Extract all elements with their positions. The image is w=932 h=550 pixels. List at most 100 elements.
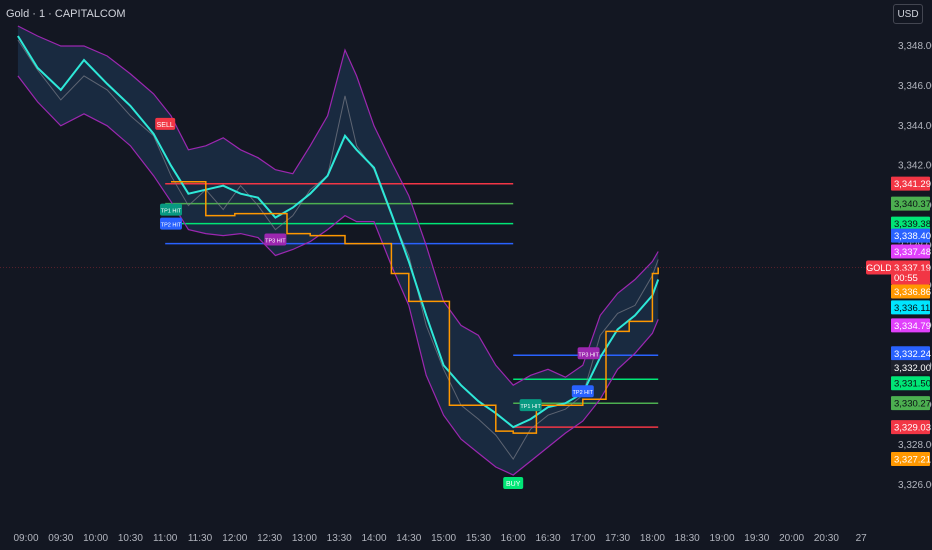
x-tick-label: 11:30 [188, 533, 213, 544]
price-labels: GOLD 3,341.29 3,340.37 3,339.383,338.40 3,33… [0, 176, 931, 467]
price-label-text: 3,327.21 [894, 455, 931, 466]
price-label-text: 3,341.29 [894, 179, 931, 190]
signal-label: TP3 HIT [578, 352, 599, 358]
price-label-text: 3,332.24 [894, 349, 931, 360]
x-tick-label: 10:30 [118, 533, 143, 544]
signal-sell: SELL [155, 117, 176, 130]
price-label-badge [891, 396, 930, 411]
x-tick-label: 20:00 [779, 533, 804, 544]
signal-tp3-hit: TP3 HIT [577, 347, 600, 360]
signal-badge [160, 203, 182, 216]
signal-label: BUY [506, 481, 521, 488]
x-tick-label: 16:00 [501, 533, 526, 544]
x-tick-label: 14:30 [396, 533, 421, 544]
signal-buy: BUY [503, 477, 524, 490]
symbol-tag-label: GOLD [866, 263, 892, 273]
price-label-badge [891, 244, 930, 259]
price-label-badge [891, 196, 930, 211]
y-tick-label: 3,328.00 [898, 440, 932, 451]
x-tick-label: 17:30 [605, 533, 630, 544]
x-tick-label: 16:30 [535, 533, 560, 544]
x-tick-label: 15:30 [466, 533, 491, 544]
lower-band-line [17, 75, 659, 476]
symbol-tag [866, 260, 892, 275]
price-label-badge [891, 376, 930, 391]
signal-tp1-hit: TP1 HIT [519, 399, 542, 412]
x-tick-label: 11:00 [153, 533, 178, 544]
signal-tp1-hit: TP1 HIT [160, 203, 182, 216]
x-tick-label: 18:30 [675, 533, 700, 544]
price-label-badge [891, 176, 930, 191]
y-tick-label: 3,326.00 [898, 480, 932, 491]
price-label-text: 3,331.50 [894, 379, 931, 390]
price-label-badge [891, 284, 930, 299]
x-tick-label: 15:00 [431, 533, 456, 544]
x-tick-label: 14:00 [361, 533, 386, 544]
signal-badge [571, 385, 594, 398]
band-fill [17, 26, 659, 475]
price-label-badge [891, 318, 930, 333]
signal-label: TP2 HIT [573, 390, 594, 396]
x-tick-label: 12:00 [222, 533, 247, 544]
signal-tp3-hit: TP3 HIT [264, 233, 287, 246]
bollinger-band-fill [17, 26, 659, 475]
price-label-text: 3,336.11 [894, 303, 930, 314]
price-label-text: 3,337.48 [894, 247, 931, 258]
signal-badge [264, 233, 287, 246]
y-tick-label: 3,342.00 [898, 161, 932, 172]
signal-label: TP1 HIT [161, 209, 182, 215]
price-label-badge [891, 270, 930, 285]
signal-badge [577, 347, 600, 360]
price-label-badge [891, 420, 930, 435]
x-tick-label: 09:00 [13, 533, 38, 544]
x-tick-label: 09:30 [48, 533, 73, 544]
price-label-badge [891, 300, 930, 315]
price-label-text: 00:55 [894, 273, 918, 284]
price-label-text: 3,338.40 [894, 231, 931, 242]
signal-label: SELL [157, 122, 174, 129]
signal-tp2-hit: TP2 HIT [160, 217, 182, 230]
signal-tp2-hit: TP2 HIT [571, 385, 594, 398]
price-label-text: 3,329.03 [894, 423, 931, 434]
x-tick-label: 13:30 [327, 533, 352, 544]
signal-label: TP2 HIT [161, 223, 182, 229]
x-tick-label: 19:30 [744, 533, 769, 544]
signal-badge [160, 217, 182, 230]
price-label-text: 3,336.86 [894, 287, 931, 298]
x-tick-label: 13:00 [292, 533, 317, 544]
x-axis[interactable]: 09:00 09:30 10:00 10:30 11:00 11:30 12:00 12:30… [13, 533, 867, 544]
price-label-badge [891, 360, 930, 375]
price-label-badge [891, 216, 930, 231]
price-label-text: 3,330.27 [894, 399, 931, 410]
y-tick-label: 3,346.00 [898, 81, 932, 92]
signal-badge [519, 399, 542, 412]
x-tick-label: 27 [856, 533, 868, 544]
x-tick-label: 19:00 [709, 533, 734, 544]
price-label-text: 3,340.37 [894, 199, 931, 210]
currency-button[interactable]: USD [893, 4, 923, 24]
price-label-badge [891, 346, 930, 361]
signal-badge [155, 117, 176, 130]
upper-band-line [17, 25, 659, 386]
x-tick-label: 10:00 [83, 533, 108, 544]
price-label-text: 3,337.19 [894, 263, 931, 274]
x-tick-label: 20:30 [814, 533, 839, 544]
y-tick-label: 3,344.00 [898, 121, 932, 132]
chart-title: Gold · 1 · CAPITALCOM [6, 8, 126, 20]
signal-markers: SELL TP1 HIT TP2 HIT TP3 HIT BUY TP1 HIT TP2 H… [155, 117, 600, 490]
x-tick-label: 17:00 [570, 533, 595, 544]
basis-line [17, 35, 660, 429]
price-label-text: 3,334.79 [894, 321, 931, 332]
price-label-text: 3,332.00 [894, 363, 931, 374]
signal-label: TP1 HIT [520, 404, 541, 410]
x-tick-label: 12:30 [257, 533, 282, 544]
indicator-lines [17, 25, 660, 476]
price-label-text: 3,339.38 [894, 219, 931, 230]
x-tick-label: 18:00 [640, 533, 665, 544]
signal-label: TP3 HIT [265, 239, 286, 245]
y-tick-label: 3,348.00 [898, 41, 932, 52]
trail-stop-line [171, 180, 659, 434]
price-label-badge [891, 452, 930, 467]
price-label-badge [891, 228, 930, 243]
